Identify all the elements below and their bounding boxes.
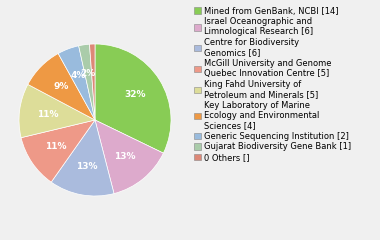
Wedge shape — [19, 84, 95, 138]
Wedge shape — [95, 44, 171, 153]
Text: 11%: 11% — [45, 142, 67, 151]
Text: 11%: 11% — [38, 110, 59, 119]
Legend: Mined from GenBank, NCBI [14], Israel Oceanographic and
Limnological Research [6: Mined from GenBank, NCBI [14], Israel Oc… — [194, 6, 351, 162]
Text: 9%: 9% — [54, 83, 69, 91]
Text: 2%: 2% — [81, 69, 96, 78]
Wedge shape — [28, 54, 95, 120]
Wedge shape — [51, 120, 114, 196]
Wedge shape — [95, 120, 163, 194]
Wedge shape — [90, 44, 95, 120]
Wedge shape — [58, 46, 95, 120]
Wedge shape — [21, 120, 95, 182]
Text: 13%: 13% — [114, 152, 136, 161]
Text: 4%: 4% — [71, 72, 86, 80]
Text: 32%: 32% — [124, 90, 146, 100]
Text: 13%: 13% — [76, 162, 97, 171]
Wedge shape — [79, 44, 95, 120]
